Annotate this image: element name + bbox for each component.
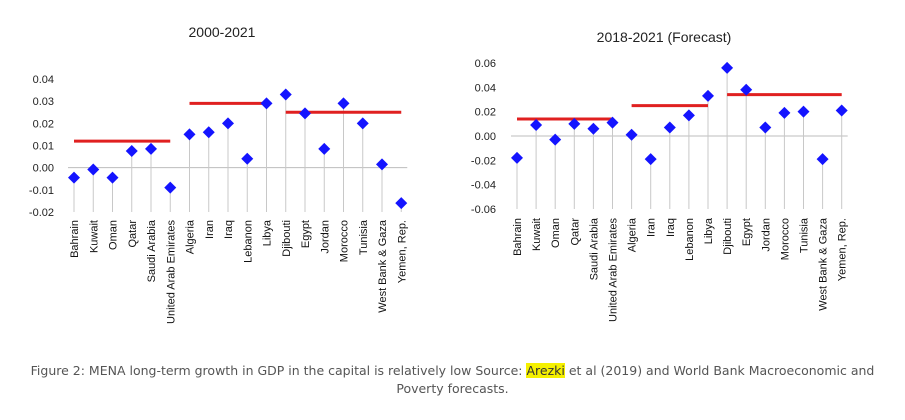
y-tick-label: 0.00: [33, 163, 54, 175]
category-label: Saudi Arabia: [588, 217, 600, 280]
data-point-marker: [759, 121, 772, 134]
y-tick-label: -0.02: [29, 207, 54, 219]
category-label: Morocco: [339, 220, 351, 262]
category-label: Kuwait: [531, 218, 543, 251]
chart-title: 2018-2021 (Forecast): [597, 29, 732, 45]
caption-highlight[interactable]: Arezki: [526, 363, 565, 378]
data-point-marker: [778, 106, 791, 119]
figure: 2000-2021 0.04 0.03 0.02 0.01 0.00 -0.01 -0.02 B…: [29, 24, 849, 324]
category-label: Morocco: [779, 218, 791, 260]
data-point-marker: [125, 145, 138, 158]
category-label: Iran: [646, 218, 658, 237]
data-point-marker: [183, 128, 196, 141]
caption-text-before: Figure 2: MENA long-term growth in GDP i…: [30, 363, 527, 378]
data-point-marker: [164, 181, 177, 194]
y-tick-label: 0.00: [475, 131, 496, 143]
category-label: Djibouti: [722, 218, 734, 255]
y-tick-label: -0.06: [471, 204, 496, 216]
data-point-marker: [606, 116, 619, 129]
data-point-marker: [721, 61, 734, 74]
data-point-marker: [222, 117, 234, 130]
category-label: United Arab Emirates: [165, 220, 177, 324]
category-label: Bahrain: [512, 218, 524, 256]
data-point-marker: [376, 158, 388, 171]
category-label: Saudi Arabia: [146, 219, 158, 282]
chart-2018-2021: 2018-2021 (Forecast) 0.06 0.04 0.02 0.00 -0.0…: [471, 29, 849, 322]
data-point-marker: [299, 107, 311, 120]
category-label: Iran: [204, 220, 216, 239]
data-point-marker: [87, 163, 100, 176]
category-label: United Arab Emirates: [608, 218, 620, 322]
y-tick-label: 0.02: [33, 118, 54, 130]
y-tick-label: 0.06: [475, 58, 496, 70]
category-label: Iraq: [665, 218, 677, 237]
y-tick-label: 0.04: [33, 74, 54, 86]
data-point-marker: [549, 133, 562, 146]
category-label: Oman: [550, 218, 562, 248]
category-label: Kuwait: [88, 220, 100, 253]
category-label: Bahrain: [69, 220, 81, 258]
data-point-marker: [337, 97, 350, 110]
category-label: Qatar: [569, 218, 581, 246]
data-point-marker: [318, 142, 331, 155]
y-tick-label: 0.04: [475, 82, 496, 94]
data-point-marker: [625, 128, 638, 141]
category-label: Lebanon: [242, 220, 254, 263]
y-tick-label: 0.03: [33, 96, 54, 108]
category-label: Iraq: [223, 220, 235, 239]
figure-caption: Figure 2: MENA long-term growth in GDP i…: [20, 362, 885, 398]
data-point-marker: [511, 151, 523, 164]
data-point-marker: [68, 171, 80, 184]
y-tick-label: 0.01: [33, 141, 54, 153]
y-tick-label: -0.02: [471, 155, 496, 167]
category-label: West Bank & Gaza: [377, 219, 389, 313]
data-point-marker: [356, 117, 369, 130]
y-tick-label: 0.02: [475, 107, 496, 119]
category-label: Algeria: [627, 217, 639, 252]
data-point-marker: [835, 104, 848, 117]
category-label: Algeria: [185, 219, 197, 254]
data-point-marker: [395, 197, 408, 210]
data-point-marker: [530, 119, 543, 132]
category-label: Jordan: [760, 218, 772, 252]
category-label: Tunisia: [799, 217, 811, 253]
category-label: Yemen, Rep.: [396, 220, 408, 283]
data-point-marker: [241, 152, 254, 165]
category-label: Lebanon: [684, 218, 696, 261]
category-label: Yemen, Rep.: [837, 218, 849, 281]
category-label: Libya: [262, 219, 274, 246]
chart-2000-2021: 2000-2021 0.04 0.03 0.02 0.01 0.00 -0.01 -0.02 B…: [29, 24, 408, 324]
data-point-marker: [279, 88, 292, 101]
category-label: Tunisia: [358, 219, 370, 255]
data-point-marker: [145, 142, 157, 155]
data-point-marker: [702, 89, 714, 102]
category-label: West Bank & Gaza: [818, 217, 830, 311]
category-label: Oman: [108, 220, 120, 250]
category-label: Libya: [703, 217, 715, 244]
category-label: Egypt: [741, 218, 753, 246]
data-point-marker: [816, 153, 829, 166]
category-label: Jordan: [319, 220, 331, 254]
data-point-marker: [644, 153, 657, 166]
category-label: Egypt: [300, 220, 312, 248]
y-tick-label: -0.04: [471, 180, 496, 192]
category-label: Djibouti: [281, 220, 293, 257]
y-tick-label: -0.01: [29, 185, 54, 197]
category-label: Qatar: [127, 220, 139, 248]
chart-title: 2000-2021: [189, 24, 256, 40]
data-point-marker: [260, 97, 273, 110]
data-point-marker: [797, 105, 810, 118]
data-point-marker: [740, 83, 753, 96]
caption-text-after: et al (2019) and World Bank Macroeconomi…: [396, 363, 875, 396]
data-point-marker: [568, 117, 581, 130]
data-point-marker: [106, 171, 119, 184]
data-point-marker: [587, 122, 600, 135]
data-point-marker: [682, 109, 695, 122]
data-point-marker: [663, 121, 676, 134]
data-point-marker: [202, 126, 215, 139]
